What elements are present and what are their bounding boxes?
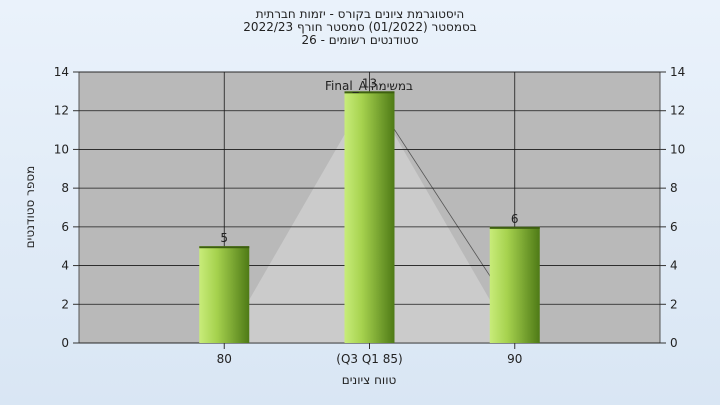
chart-title: היסטוגרמת ציונים בקורס - יזמות חברתית בס… xyxy=(0,8,720,47)
y-tick-label-right: 4 xyxy=(670,259,678,273)
bar-top-edge xyxy=(199,246,250,249)
x-tick-label: (Q3 Q1 85) xyxy=(336,352,402,366)
chart-title-line-1: היסטוגרמת ציונים בקורס - יזמות חברתית xyxy=(255,7,465,21)
y-tick-label-left: 10 xyxy=(54,142,69,156)
y-axis-title: מספר סטודנטים xyxy=(23,166,37,249)
bar-value-label: 13 xyxy=(362,76,377,90)
bar-top-edge xyxy=(344,91,395,94)
bar-top-edge xyxy=(489,226,540,229)
y-tick-label-left: 2 xyxy=(61,297,69,311)
y-tick-label-left: 4 xyxy=(61,259,69,273)
y-tick-label-right: 6 xyxy=(670,220,678,234)
bar-value-label: 6 xyxy=(511,212,519,226)
x-tick-label: 80 xyxy=(217,352,232,366)
y-tick-label-right: 14 xyxy=(670,65,685,79)
chart-title-line-2: בסמסטר (01/2022) סמסטר חורף 2022/23 xyxy=(243,20,477,34)
y-tick-label-right: 10 xyxy=(670,142,685,156)
x-tick-label: 90 xyxy=(507,352,522,366)
chart-annotation: Final_A במשימה xyxy=(325,79,413,93)
bar-90 xyxy=(489,226,540,343)
y-tick-label-left: 8 xyxy=(61,181,69,195)
bar-(Q3 Q1 85) xyxy=(344,91,395,343)
x-axis-title: טווח ציונים xyxy=(342,373,397,387)
y-tick-label-left: 12 xyxy=(54,104,69,118)
chart-title-line-3: סטודנטים רשומים - 26 xyxy=(301,33,419,47)
y-tick-label-right: 2 xyxy=(670,297,678,311)
y-tick-label-left: 0 xyxy=(61,336,69,350)
y-tick-label-right: 12 xyxy=(670,104,685,118)
y-tick-label-left: 14 xyxy=(54,65,69,79)
bar-value-label: 5 xyxy=(220,231,228,245)
y-tick-label-right: 0 xyxy=(670,336,678,350)
y-tick-label-left: 6 xyxy=(61,220,69,234)
y-tick-label-right: 8 xyxy=(670,181,678,195)
bar-80 xyxy=(199,246,250,343)
